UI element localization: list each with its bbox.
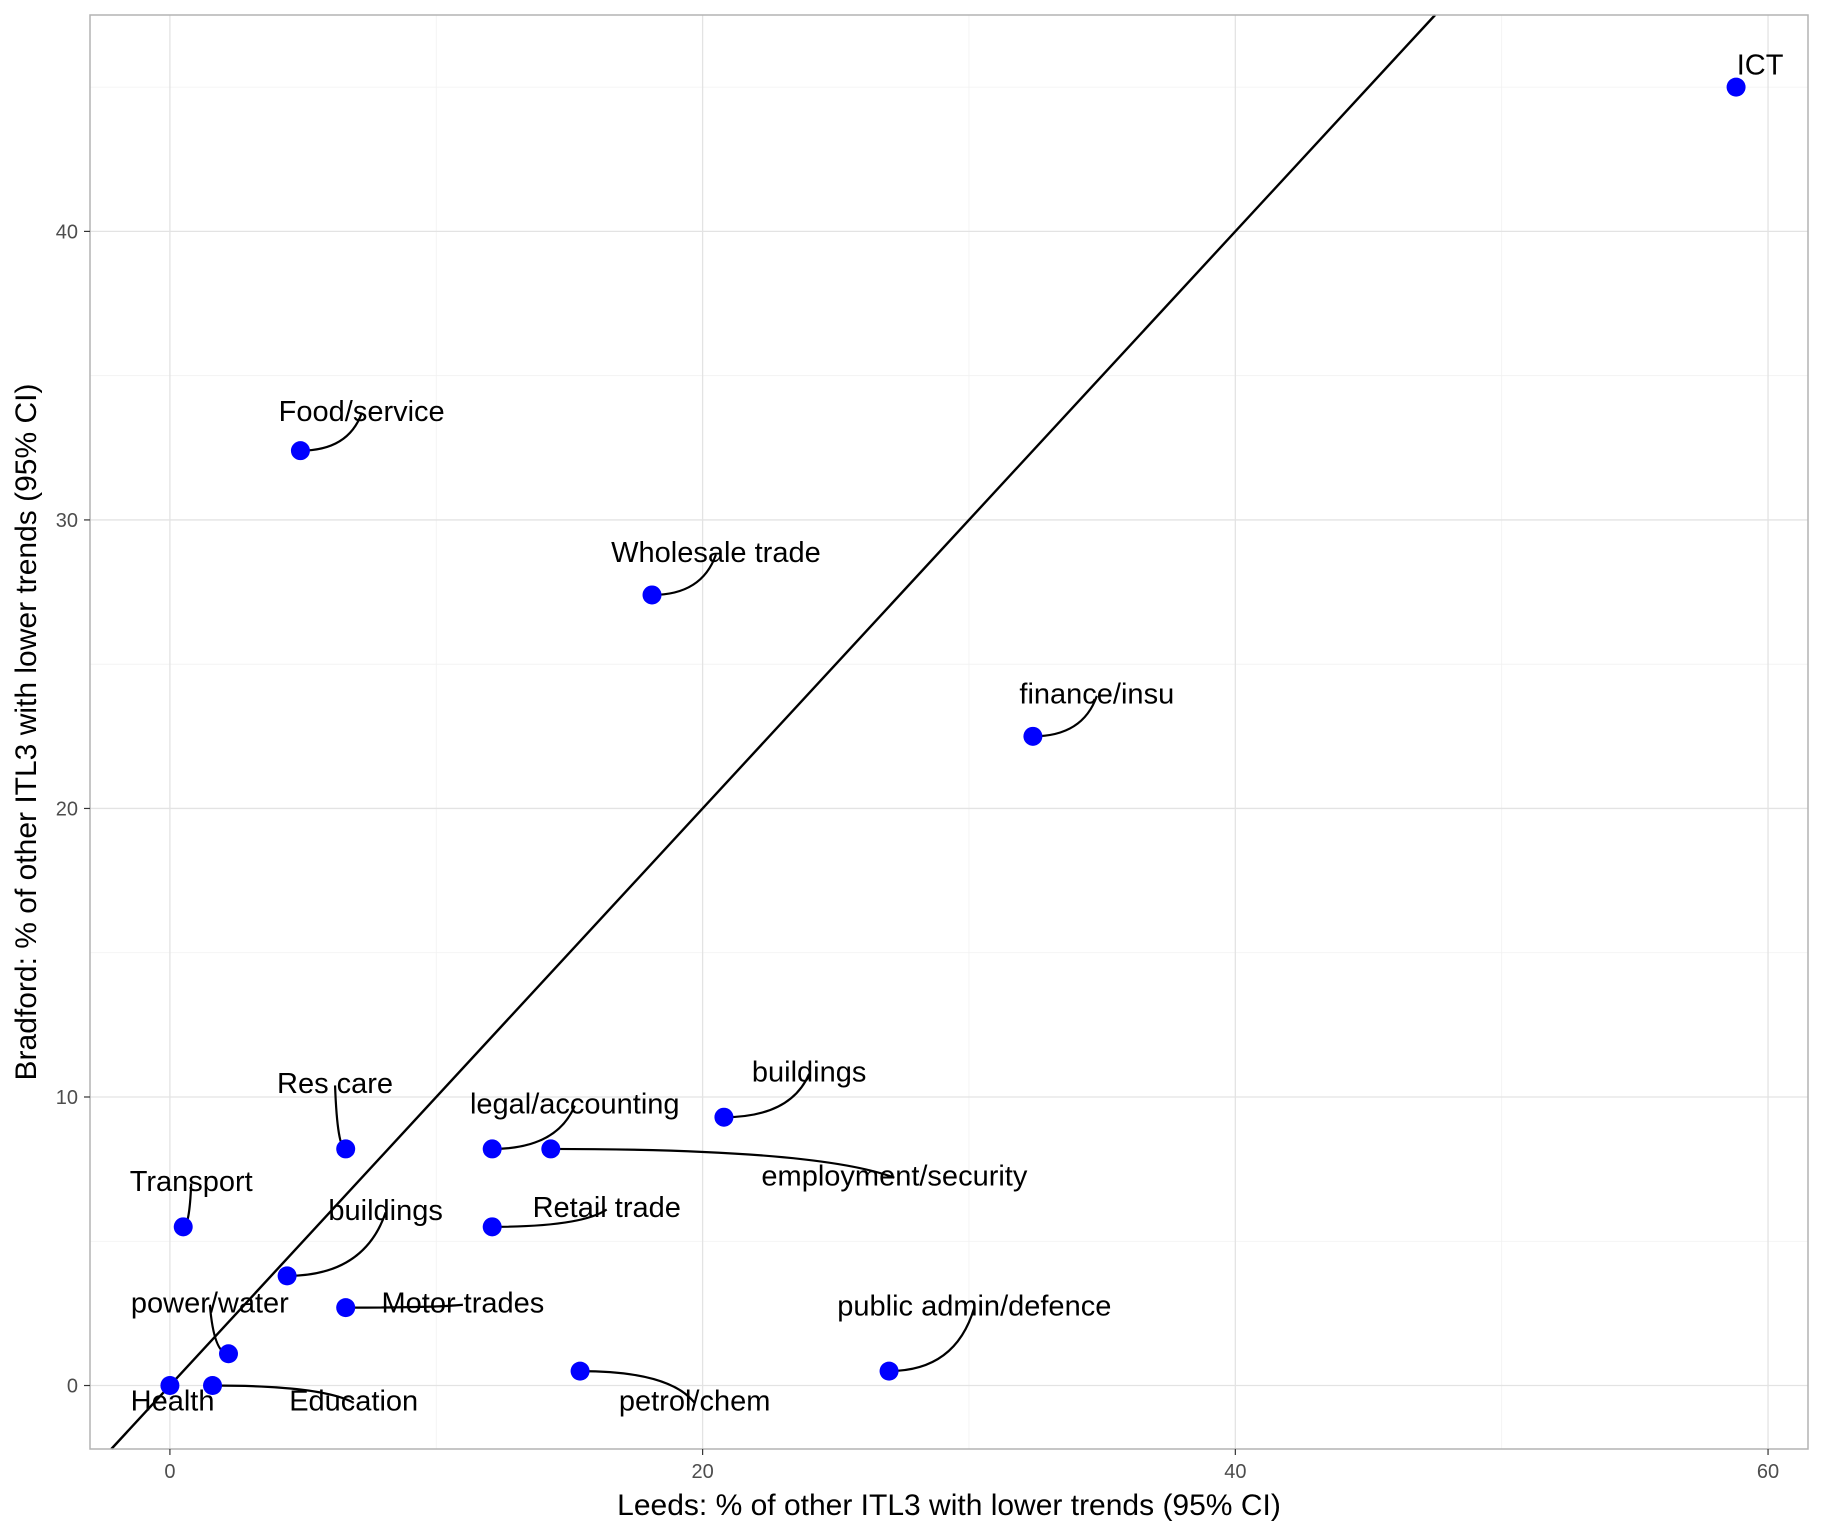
- label-leader-line: [889, 1307, 976, 1373]
- data-point: [482, 1217, 502, 1237]
- x-tick-label: 0: [164, 1461, 175, 1483]
- data-point-label: Health: [131, 1385, 215, 1417]
- data-point-label: Transport: [130, 1166, 253, 1198]
- y-axis-ticks: 0 10 20 30 40: [56, 221, 90, 1398]
- label-leader-line: [1032, 695, 1098, 738]
- data-points: [160, 77, 1746, 1396]
- data-point-label: ICT: [1737, 50, 1784, 82]
- data-point-label: public admin/defence: [837, 1290, 1111, 1322]
- data-point: [277, 1266, 297, 1286]
- label-leader-line: [652, 554, 717, 597]
- data-point: [1726, 77, 1746, 97]
- data-point: [879, 1361, 899, 1381]
- data-point: [336, 1298, 356, 1318]
- y-tick-label: 20: [56, 798, 78, 820]
- label-leader-line: [492, 1208, 608, 1228]
- data-point: [160, 1376, 180, 1396]
- reference-line-layer: [110, 14, 1436, 1450]
- data-point-label: Education: [289, 1385, 418, 1417]
- label-leader-line: [345, 1303, 464, 1309]
- data-point: [642, 585, 662, 605]
- data-point: [714, 1107, 734, 1127]
- panel-border: [89, 14, 1809, 1450]
- data-point: [482, 1139, 502, 1159]
- minor-gridlines: [90, 15, 1808, 1449]
- y-tick-label: 30: [56, 510, 78, 532]
- x-axis-title: Leeds: % of other ITL3 with lower trends…: [617, 1489, 1281, 1522]
- y-axis-title: Bradford: % of other ITL3 with lower tre…: [10, 384, 43, 1081]
- x-tick-label: 40: [1224, 1461, 1246, 1483]
- data-point: [219, 1344, 239, 1364]
- y-tick-label: 10: [56, 1087, 78, 1109]
- x-axis-ticks: 0 20 40 60: [164, 1449, 1779, 1483]
- label-leader-line: [550, 1147, 895, 1179]
- x-tick-label: 20: [691, 1461, 713, 1483]
- data-point-label: employment/security: [761, 1160, 1027, 1192]
- data-point-label: Motor trades: [382, 1287, 545, 1319]
- data-point: [570, 1361, 590, 1381]
- data-point: [173, 1217, 193, 1237]
- label-leader-line: [492, 1105, 576, 1151]
- y-tick-label: 0: [67, 1376, 78, 1398]
- point-labels: ICT Food/service Wholesale trade finance/in…: [130, 50, 1784, 1418]
- data-point-label: Res care: [277, 1068, 393, 1100]
- data-point-label: Food/service: [279, 396, 445, 428]
- label-leader-line: [580, 1370, 696, 1404]
- data-point-label: petrol/chem: [619, 1385, 771, 1417]
- data-point-label: buildings: [752, 1057, 866, 1089]
- data-point-label: Wholesale trade: [611, 537, 821, 569]
- y-tick-label: 40: [56, 221, 78, 243]
- data-point: [336, 1139, 356, 1159]
- identity-line: [110, 14, 1436, 1450]
- major-gridlines: [90, 15, 1808, 1449]
- data-point-label: legal/accounting: [470, 1088, 680, 1120]
- label-leader-line: [723, 1073, 811, 1119]
- data-point-label: buildings: [328, 1195, 442, 1227]
- data-point-label: Retail trade: [533, 1192, 681, 1224]
- data-point: [203, 1376, 223, 1396]
- data-point: [290, 441, 310, 461]
- data-point: [541, 1139, 561, 1159]
- label-leader-line: [212, 1384, 355, 1404]
- x-tick-label: 60: [1757, 1461, 1779, 1483]
- panel-background: [90, 15, 1808, 1449]
- label-leaders: [182, 412, 1098, 1404]
- label-leader-line: [287, 1212, 387, 1277]
- data-point-label: finance/insu: [1019, 679, 1174, 711]
- data-point: [1023, 726, 1043, 746]
- data-point-label: power/water: [131, 1287, 289, 1319]
